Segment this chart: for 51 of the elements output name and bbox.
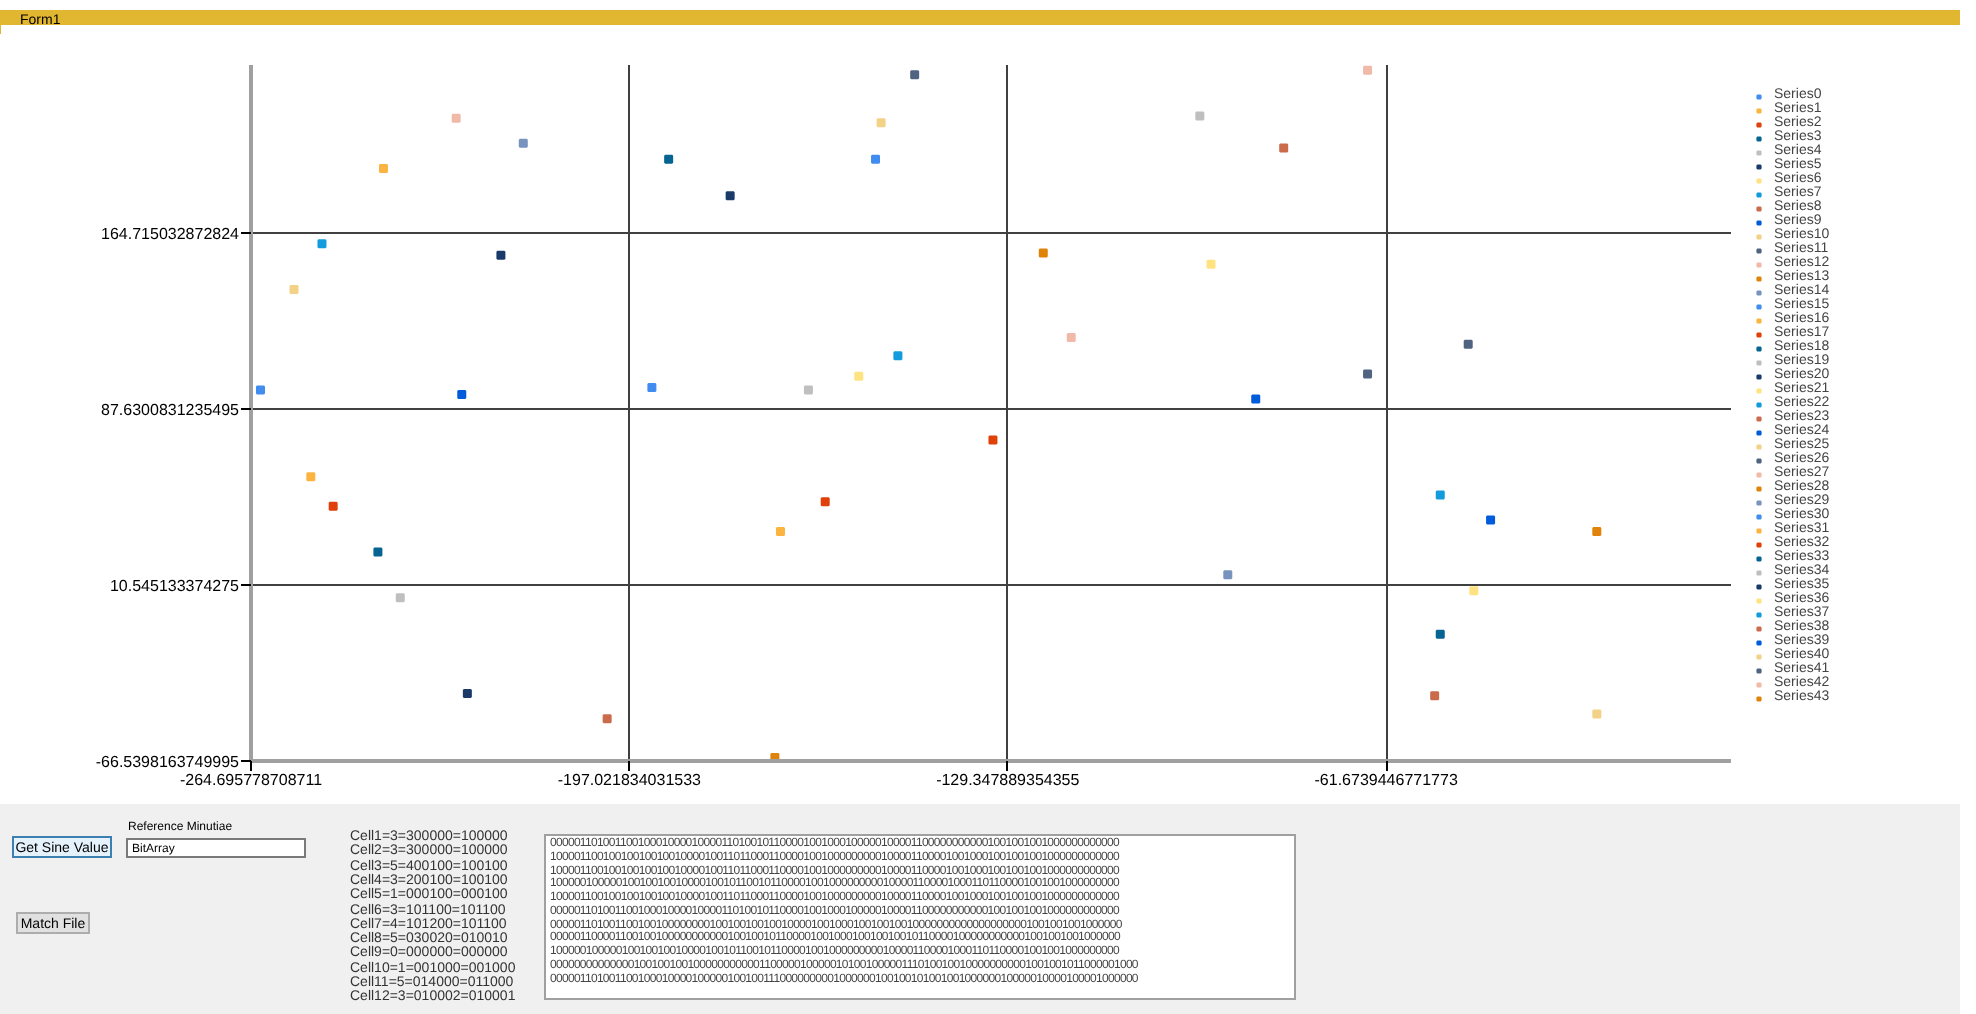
point — [462, 689, 472, 699]
point — [373, 547, 383, 557]
point — [876, 118, 886, 128]
point — [664, 154, 674, 164]
y-tick-label: 87.6300831235495 — [101, 401, 241, 419]
point — [1279, 143, 1289, 153]
point — [725, 191, 735, 201]
point — [647, 383, 657, 393]
point — [871, 154, 881, 164]
point — [1463, 339, 1473, 349]
point — [1430, 691, 1440, 701]
point — [803, 385, 813, 395]
y-tick-label: 10.545133374275 — [109, 577, 241, 595]
point — [1223, 570, 1233, 580]
point — [518, 138, 528, 148]
point — [1363, 369, 1373, 379]
point — [1486, 515, 1496, 525]
x-tick-label: -264.695778708711 — [179, 771, 324, 789]
point — [602, 714, 612, 724]
x-tick-label: -61.6739446771773 — [1314, 771, 1459, 789]
point — [1363, 65, 1373, 75]
point — [1435, 629, 1445, 639]
point — [820, 497, 830, 507]
point — [1435, 490, 1445, 500]
point — [910, 70, 920, 80]
y-tick-label: -66.5398163749995 — [95, 753, 241, 771]
point — [496, 250, 506, 260]
point — [775, 526, 785, 536]
point — [1592, 709, 1602, 719]
point — [1038, 248, 1048, 258]
point — [457, 389, 467, 399]
y-tick-label: 164.715032872824 — [101, 225, 241, 244]
point — [988, 435, 998, 445]
point — [255, 385, 265, 395]
point — [893, 351, 903, 361]
point — [395, 593, 405, 603]
point — [1066, 332, 1076, 342]
x-tick-label: -197.021834031533 — [557, 771, 703, 789]
point — [378, 163, 388, 173]
point — [1469, 586, 1479, 596]
x-tick-label: -129.347889354355 — [936, 771, 1081, 789]
point — [1206, 259, 1216, 269]
point — [306, 472, 316, 482]
point — [317, 239, 327, 249]
point — [1195, 111, 1205, 121]
point — [451, 113, 461, 123]
point — [289, 284, 299, 294]
point — [854, 371, 864, 381]
point — [1251, 394, 1261, 404]
point — [1592, 526, 1602, 536]
point — [328, 501, 338, 511]
